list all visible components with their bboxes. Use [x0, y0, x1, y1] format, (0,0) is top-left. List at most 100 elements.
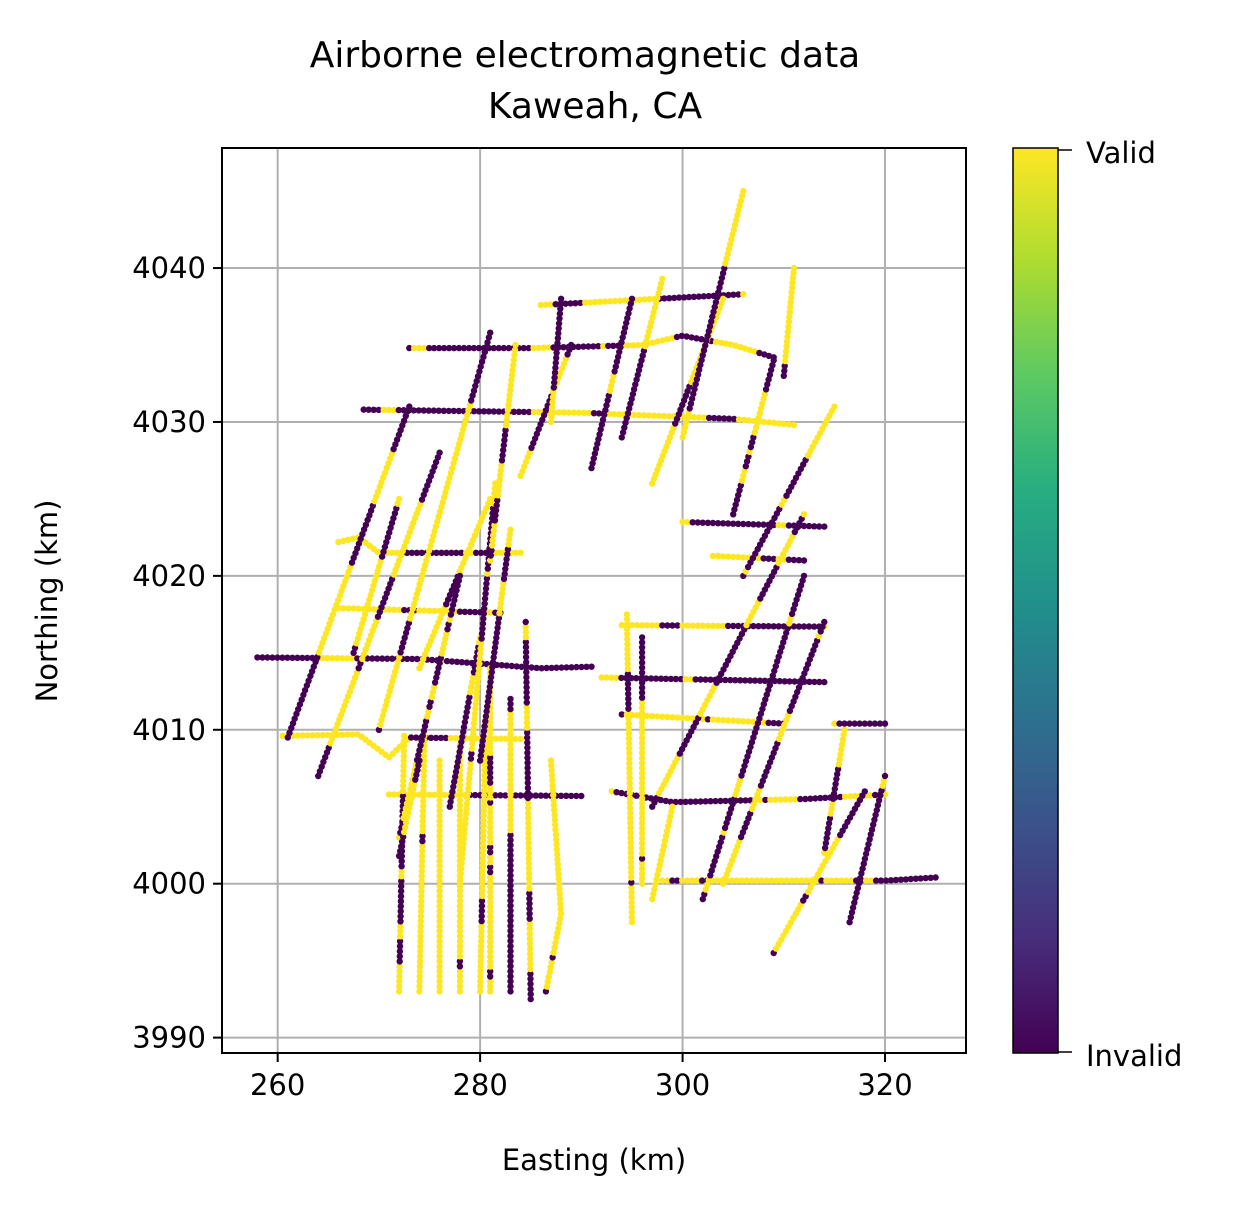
data-point [668, 808, 675, 815]
data-point [503, 662, 510, 669]
data-point [568, 664, 575, 671]
data-point [551, 379, 558, 386]
data-point [618, 339, 625, 346]
data-point [864, 845, 871, 853]
data-point [614, 353, 622, 361]
data-point [487, 983, 494, 990]
data-point [790, 264, 798, 272]
data-point [456, 922, 464, 930]
data-point [390, 673, 397, 680]
data-point [507, 887, 514, 894]
data-point [482, 713, 490, 720]
data-point [782, 796, 789, 803]
data-point [436, 877, 443, 885]
data-point [640, 412, 648, 419]
data-point [553, 344, 561, 352]
data-point [717, 279, 724, 286]
data-point [787, 796, 794, 803]
data-point [638, 785, 646, 792]
data-point [406, 344, 413, 352]
data-point [510, 356, 517, 364]
data-point [552, 821, 559, 828]
data-point [447, 734, 455, 742]
data-point [435, 407, 442, 414]
data-point [374, 567, 381, 575]
data-point [436, 988, 443, 995]
data-point [286, 729, 293, 736]
data-point [522, 644, 530, 651]
data-point [602, 406, 609, 414]
data-point [466, 775, 473, 782]
data-point [624, 631, 631, 638]
data-point [452, 768, 460, 776]
data-point [399, 792, 407, 800]
data-point [882, 877, 890, 884]
data-point [387, 455, 394, 462]
data-point [684, 414, 691, 422]
data-point [478, 917, 485, 925]
data-point [669, 622, 676, 629]
data-point [430, 407, 437, 414]
data-point [443, 630, 450, 638]
data-point [456, 880, 464, 887]
data-point [626, 405, 633, 412]
data-point [436, 857, 443, 865]
data-point [621, 297, 628, 304]
data-point [487, 953, 494, 960]
data-point [507, 892, 514, 899]
data-point [459, 845, 467, 852]
data-point [354, 655, 361, 662]
data-point [527, 985, 534, 993]
data-point [430, 684, 438, 691]
data-point [563, 792, 570, 799]
data-point [741, 345, 749, 352]
data-point [583, 663, 590, 670]
data-point [638, 790, 646, 797]
data-point [400, 737, 408, 745]
data-point [450, 344, 458, 352]
data-point [507, 756, 514, 763]
data-point [553, 354, 560, 362]
data-point [497, 600, 504, 607]
data-point [418, 878, 425, 885]
data-point [498, 457, 506, 464]
data-point [490, 654, 497, 661]
data-point [477, 973, 484, 980]
data-point [524, 764, 531, 772]
data-point [555, 880, 563, 888]
data-point [524, 789, 532, 797]
data-point [652, 675, 660, 682]
data-point [789, 279, 796, 286]
data-point [478, 630, 486, 637]
data-point [554, 861, 561, 868]
data-point [662, 797, 669, 805]
data-point [458, 860, 465, 867]
data-point [760, 555, 767, 562]
data-point [638, 835, 646, 842]
data-point [627, 839, 634, 846]
data-point [633, 622, 641, 629]
data-point [480, 807, 487, 814]
data-point [523, 709, 531, 716]
data-point [375, 726, 383, 733]
data-point [781, 634, 788, 641]
data-point [474, 680, 481, 687]
data-point [658, 852, 665, 859]
data-point [507, 842, 514, 849]
data-point [363, 606, 370, 613]
data-point [473, 690, 480, 697]
data-point [627, 300, 634, 307]
data-point [730, 796, 738, 803]
data-point [643, 338, 650, 345]
data-point [705, 292, 712, 300]
data-point [477, 948, 485, 955]
data-point [616, 297, 624, 304]
data-point [487, 779, 494, 786]
data-point [487, 734, 494, 741]
data-point [552, 364, 559, 371]
data-point [786, 678, 793, 685]
data-point [393, 663, 400, 670]
data-point [420, 566, 427, 574]
data-point [443, 657, 451, 665]
data-point [690, 414, 698, 421]
